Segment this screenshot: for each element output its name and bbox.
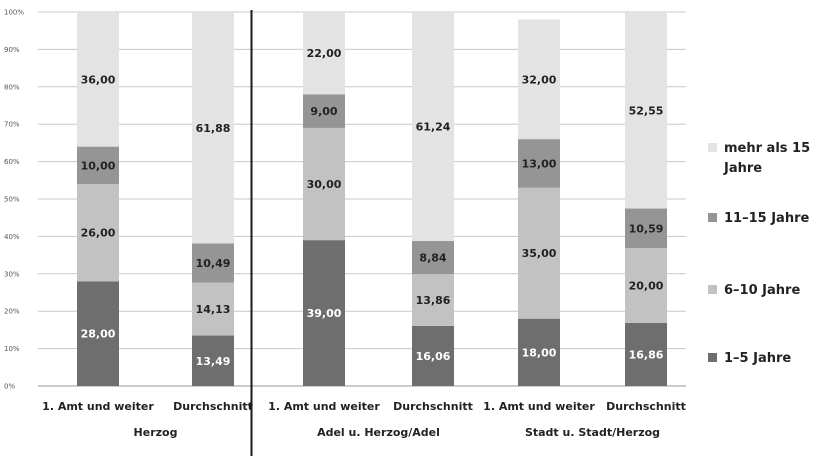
bar-segment [303,127,345,241]
bar-segment [518,318,560,386]
bar-segment [518,19,560,140]
bar-segment [303,94,345,128]
bar-segment [412,274,454,326]
data-label: 52,55 [629,104,664,117]
bar-segment [412,325,454,386]
legend-label: 1–5 Jahre [724,351,791,366]
bar-segment [192,12,234,244]
bar-segment [625,208,667,249]
legend-label: mehr als 15 [724,141,810,156]
data-label: 13,00 [522,157,557,170]
data-label: 10,49 [196,257,231,270]
bar-segment [412,12,454,242]
y-tick-label: 10% [4,345,20,353]
legend-label: 11–15 Jahre [724,211,809,226]
bar-segment [303,240,345,386]
bar-segment [77,184,119,282]
y-tick-label: 60% [4,158,20,166]
y-tick-label: 20% [4,308,20,316]
y-tick-label: 0% [4,383,15,391]
y-tick-label: 50% [4,196,20,204]
y-tick-label: 30% [4,270,20,278]
bar-segment [625,12,667,209]
legend-swatch [708,285,717,294]
data-label: 28,00 [81,328,116,341]
data-label: 16,86 [629,348,664,361]
x-category-label: 1. Amt und weiter [483,400,595,413]
legend-label: Jahre [723,161,762,176]
y-tick-label: 100% [4,9,24,17]
data-label: 14,13 [196,303,231,316]
data-label: 20,00 [629,280,664,293]
data-label: 32,00 [522,73,557,86]
y-tick-label: 80% [4,83,20,91]
data-label: 18,00 [522,346,557,359]
bar-segment [77,281,119,386]
data-label: 26,00 [81,227,116,240]
x-group-label: Stadt u. Stadt/Herzog [525,426,660,439]
legend-label: 6–10 Jahre [724,283,800,298]
data-label: 61,24 [416,121,451,134]
data-label: 16,06 [416,350,451,363]
data-label: 22,00 [307,47,342,60]
x-category-label: Durchschnitt [393,400,473,413]
x-category-label: 1. Amt und weiter [268,400,380,413]
data-label: 35,00 [522,247,557,260]
legend-swatch [708,353,717,362]
x-group-label: Adel u. Herzog/Adel [317,426,440,439]
data-label: 10,00 [81,159,116,172]
bar-segment [412,241,454,275]
y-tick-label: 90% [4,46,20,54]
data-label: 36,00 [81,73,116,86]
x-category-label: Durchschnitt [606,400,686,413]
bar-segment [77,12,119,147]
bar-segment [77,146,119,185]
bar-segment [192,282,234,336]
data-label: 39,00 [307,307,342,320]
data-label: 8,84 [419,252,446,265]
bar-segment [518,139,560,188]
data-label: 10,59 [629,222,664,235]
x-group-label: Herzog [134,426,178,439]
data-label: 61,88 [196,122,231,135]
data-label: 13,49 [196,355,231,368]
bar-segment [303,12,345,95]
bar-segment [625,322,667,386]
bar-segment [518,187,560,319]
data-label: 9,00 [310,105,337,118]
data-label: 30,00 [307,178,342,191]
x-category-label: 1. Amt und weiter [42,400,154,413]
legend-swatch [708,143,717,152]
y-tick-label: 40% [4,233,20,241]
bar-segment [192,335,234,386]
data-label: 13,86 [416,294,451,307]
y-tick-label: 70% [4,121,20,129]
x-category-label: Durchschnitt [173,400,253,413]
bar-segment [192,243,234,283]
bar-segment [625,248,667,323]
legend-swatch [708,213,717,222]
